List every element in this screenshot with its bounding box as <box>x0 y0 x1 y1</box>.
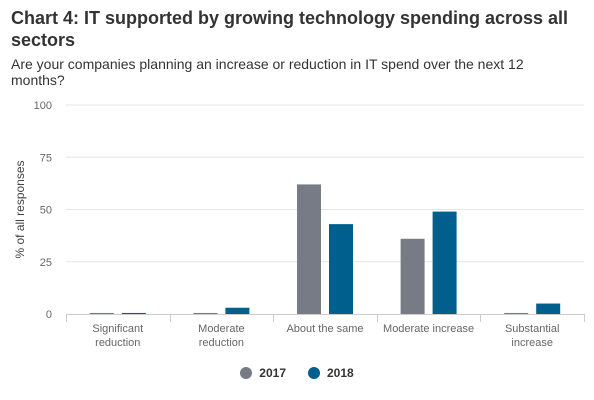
chart-title: Chart 4: IT supported by growing technol… <box>11 8 569 50</box>
y-tick-label-75: 75 <box>40 152 52 164</box>
bar-2017-3 <box>400 238 425 314</box>
x-tick-label-4: Substantial increase <box>505 323 559 349</box>
legend-label-2017: 2017 <box>259 366 286 380</box>
legend-item-2017[interactable]: 2017 <box>240 366 286 380</box>
legend-label-2018: 2018 <box>327 366 354 380</box>
bar-2017-2 <box>297 184 321 314</box>
bar-2018-4 <box>536 303 561 314</box>
y-tick-label-25: 25 <box>40 257 52 269</box>
bar-2018-2 <box>329 224 353 314</box>
x-tick-label-0: Significant reduction <box>92 323 143 349</box>
y-tick-label-0: 0 <box>46 309 52 321</box>
y-tick-label-50: 50 <box>40 205 52 217</box>
legend-item-2018[interactable]: 2018 <box>308 366 354 380</box>
bar-2017-1 <box>193 312 218 314</box>
x-tick-label-3: Moderate increase <box>383 323 474 335</box>
bar-2018-0 <box>121 312 146 314</box>
legend-marker-2018 <box>308 367 320 379</box>
y-tick-label-100: 100 <box>34 100 52 112</box>
bar-2018-3 <box>432 211 457 314</box>
x-tick-label-2: About the same <box>286 323 363 335</box>
legend-marker-2017 <box>240 367 253 379</box>
chart-subtitle: Are your companies planning an increase … <box>11 56 524 88</box>
x-tick-label-1: Moderate reduction <box>198 323 244 349</box>
bar-2017-4 <box>504 312 529 314</box>
y-axis-label: % of all responses <box>13 160 27 258</box>
legend: 2017 2018 <box>0 366 594 380</box>
bar-2018-1 <box>225 307 250 314</box>
bar-2017-0 <box>89 312 114 314</box>
